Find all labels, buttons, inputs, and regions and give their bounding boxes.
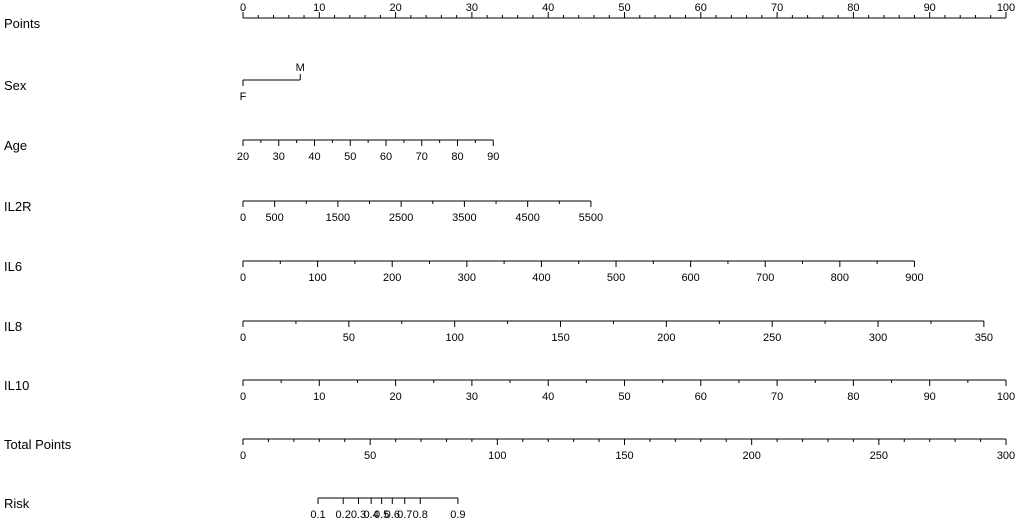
il8-tick-label-350: 350 [975, 332, 993, 344]
risk-tick-label-0-7: 0.7 [397, 509, 412, 521]
age-tick-label-60: 60 [380, 151, 392, 163]
il10-tick-label-50: 50 [618, 391, 630, 403]
risk-tick-label-0-5: 0.5 [374, 509, 389, 521]
risk-tick-label-0-6: 0.6 [385, 509, 400, 521]
il10-tick-label-0: 0 [240, 391, 246, 403]
il10-tick-label-80: 80 [847, 391, 859, 403]
il10-tick-label-60: 60 [695, 391, 707, 403]
il6-tick-label-500: 500 [607, 272, 625, 284]
total-points-tick-label-0: 0 [240, 450, 246, 462]
total-points-tick-label-100: 100 [488, 450, 506, 462]
total-points-tick-label-300: 300 [997, 450, 1015, 462]
total-points-tick-label-50: 50 [364, 450, 376, 462]
points-tick-label-20: 20 [389, 2, 401, 14]
il10-tick-label-30: 30 [466, 391, 478, 403]
il6-tick-label-800: 800 [831, 272, 849, 284]
il2r-tick-label-4500: 4500 [515, 212, 539, 224]
points-tick-label-80: 80 [847, 2, 859, 14]
il6-tick-label-600: 600 [681, 272, 699, 284]
total-points-tick-label-200: 200 [742, 450, 760, 462]
age-tick-label-40: 40 [308, 151, 320, 163]
il8-tick-label-100: 100 [445, 332, 463, 344]
il6-tick-label-100: 100 [308, 272, 326, 284]
risk-tick-label-0-9: 0.9 [450, 509, 465, 521]
age-label: Age [4, 138, 27, 153]
age-tick-label-90: 90 [487, 151, 499, 163]
il8-tick-label-0: 0 [240, 332, 246, 344]
il2r-tick-label-2500: 2500 [389, 212, 413, 224]
il2r-tick-label-1500: 1500 [326, 212, 350, 224]
points-label: Points [4, 16, 41, 31]
il6-tick-label-400: 400 [532, 272, 550, 284]
il2r-tick-label-5500: 5500 [579, 212, 603, 224]
il10-tick-label-90: 90 [924, 391, 936, 403]
age-tick-label-70: 70 [416, 151, 428, 163]
il10-tick-label-10: 10 [313, 391, 325, 403]
il10-label: IL10 [4, 378, 29, 393]
il6-tick-label-900: 900 [905, 272, 923, 284]
il8-tick-label-300: 300 [869, 332, 887, 344]
age-tick-label-50: 50 [344, 151, 356, 163]
il2r-label: IL2R [4, 199, 31, 214]
sex-tick-label-f: F [240, 91, 247, 103]
il10-tick-label-70: 70 [771, 391, 783, 403]
il8-tick-label-50: 50 [343, 332, 355, 344]
il2r-tick-label-0: 0 [240, 212, 246, 224]
il2r-tick-label-500: 500 [265, 212, 283, 224]
il8-tick-label-150: 150 [551, 332, 569, 344]
risk-tick-label-0-8: 0.8 [413, 509, 428, 521]
points-tick-label-100: 100 [997, 2, 1015, 14]
il6-tick-label-0: 0 [240, 272, 246, 284]
sex-label: Sex [4, 78, 27, 93]
il6-label: IL6 [4, 259, 22, 274]
il10-tick-label-100: 100 [997, 391, 1015, 403]
total-points-label: Total Points [4, 437, 72, 452]
points-tick-label-70: 70 [771, 2, 783, 14]
il8-label: IL8 [4, 319, 22, 334]
age-tick-label-20: 20 [237, 151, 249, 163]
risk-label: Risk [4, 496, 30, 511]
points-tick-label-50: 50 [618, 2, 630, 14]
risk-tick-label-0-3: 0.3 [351, 509, 366, 521]
total-points-tick-label-150: 150 [615, 450, 633, 462]
sex-tick-label-m: M [296, 62, 305, 74]
il2r-tick-label-3500: 3500 [452, 212, 476, 224]
age-tick-label-30: 30 [273, 151, 285, 163]
points-tick-label-90: 90 [924, 2, 936, 14]
points-tick-label-0: 0 [240, 2, 246, 14]
risk-tick-label-0-2: 0.2 [336, 509, 351, 521]
points-tick-label-60: 60 [695, 2, 707, 14]
il8-tick-label-250: 250 [763, 332, 781, 344]
total-points-tick-label-250: 250 [870, 450, 888, 462]
age-tick-label-80: 80 [451, 151, 463, 163]
il10-tick-label-20: 20 [389, 391, 401, 403]
points-tick-label-40: 40 [542, 2, 554, 14]
risk-tick-label-0-4: 0.4 [364, 509, 379, 521]
il10-tick-label-40: 40 [542, 391, 554, 403]
il6-tick-label-300: 300 [458, 272, 476, 284]
points-tick-label-30: 30 [466, 2, 478, 14]
points-tick-label-10: 10 [313, 2, 325, 14]
il6-tick-label-700: 700 [756, 272, 774, 284]
risk-tick-label-0-1: 0.1 [310, 509, 325, 521]
il8-tick-label-200: 200 [657, 332, 675, 344]
il6-tick-label-200: 200 [383, 272, 401, 284]
